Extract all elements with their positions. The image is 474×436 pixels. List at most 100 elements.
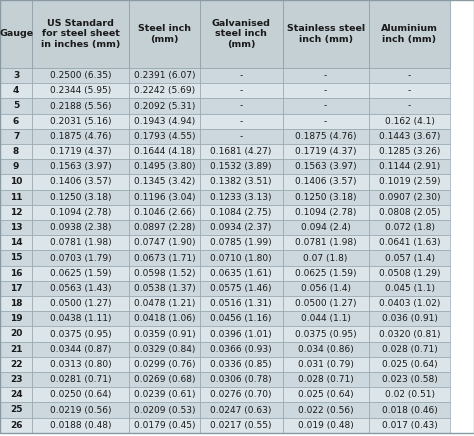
Text: 0.0299 (0.76): 0.0299 (0.76) [134,360,195,369]
Bar [0,235,32,250]
Bar [200,174,283,190]
Text: 0.1406 (3.57): 0.1406 (3.57) [295,177,356,187]
Text: 14: 14 [10,238,22,247]
Bar [200,341,283,357]
Text: 0.1345 (3.42): 0.1345 (3.42) [134,177,195,187]
Text: 0.0563 (1.43): 0.0563 (1.43) [50,284,111,293]
Text: 0.0418 (1.06): 0.0418 (1.06) [134,314,195,324]
Bar [283,387,369,402]
Bar [129,341,200,357]
Text: 0.0747 (1.90): 0.0747 (1.90) [134,238,195,247]
Bar [283,418,369,433]
Text: 24: 24 [10,390,22,399]
Text: 0.1094 (2.78): 0.1094 (2.78) [295,208,356,217]
Text: 0.1196 (3.04): 0.1196 (3.04) [134,193,195,202]
Bar [0,190,32,205]
Text: 4: 4 [13,86,19,95]
Text: 9: 9 [13,162,19,171]
Text: 0.1285 (3.26): 0.1285 (3.26) [379,147,440,156]
Bar [32,372,129,387]
Bar [200,190,283,205]
Text: 0.031 (0.79): 0.031 (0.79) [298,360,354,369]
Text: -: - [324,117,327,126]
Bar [283,0,369,68]
Text: 0.072 (1.8): 0.072 (1.8) [384,223,435,232]
Bar [369,296,450,311]
Bar [369,235,450,250]
Text: -: - [408,86,411,95]
Bar [283,68,369,83]
Bar [32,281,129,296]
Text: 0.2242 (5.69): 0.2242 (5.69) [134,86,195,95]
Text: 0.2500 (6.35): 0.2500 (6.35) [50,71,111,80]
Text: 0.2344 (5.95): 0.2344 (5.95) [50,86,111,95]
Bar [283,220,369,235]
Text: -: - [324,102,327,110]
Text: 13: 13 [10,223,22,232]
Bar [129,205,200,220]
Text: -: - [239,71,243,80]
Bar [283,341,369,357]
Text: 0.0329 (0.84): 0.0329 (0.84) [134,345,195,354]
Text: 0.094 (2.4): 0.094 (2.4) [301,223,350,232]
Bar [0,311,32,327]
Text: 0.0508 (1.29): 0.0508 (1.29) [379,269,440,278]
Bar [283,250,369,266]
Bar [32,220,129,235]
Text: 0.0344 (0.87): 0.0344 (0.87) [50,345,111,354]
Text: 0.0500 (1.27): 0.0500 (1.27) [50,299,111,308]
Bar [200,387,283,402]
Text: 0.0625 (1.59): 0.0625 (1.59) [295,269,356,278]
Text: 0.0635 (1.61): 0.0635 (1.61) [210,269,272,278]
Bar [32,0,129,68]
Text: 0.036 (0.91): 0.036 (0.91) [382,314,438,324]
Text: 0.0313 (0.80): 0.0313 (0.80) [50,360,112,369]
Text: 0.0897 (2.28): 0.0897 (2.28) [134,223,195,232]
Bar [32,68,129,83]
Bar [32,174,129,190]
Bar [369,220,450,235]
Bar [369,190,450,205]
Text: 0.044 (1.1): 0.044 (1.1) [301,314,351,324]
Bar [0,357,32,372]
Bar [32,159,129,174]
Bar [200,281,283,296]
Bar [283,159,369,174]
Text: 0.0538 (1.37): 0.0538 (1.37) [134,284,195,293]
Text: 0.1443 (3.67): 0.1443 (3.67) [379,132,440,141]
Bar [369,174,450,190]
Bar [0,372,32,387]
Bar [369,372,450,387]
Text: 0.045 (1.1): 0.045 (1.1) [384,284,435,293]
Text: 0.1250 (3.18): 0.1250 (3.18) [50,193,111,202]
Bar [283,114,369,129]
Bar [129,250,200,266]
Bar [369,83,450,99]
Text: 17: 17 [10,284,22,293]
Text: -: - [239,132,243,141]
Bar [283,174,369,190]
Bar [0,341,32,357]
Text: 11: 11 [10,193,22,202]
Text: 0.2391 (6.07): 0.2391 (6.07) [134,71,195,80]
Bar [200,296,283,311]
Text: 0.1719 (4.37): 0.1719 (4.37) [50,147,111,156]
Bar [32,357,129,372]
Bar [0,114,32,129]
Bar [32,402,129,418]
Text: 0.034 (0.86): 0.034 (0.86) [298,345,354,354]
Text: 0.2031 (5.16): 0.2031 (5.16) [50,117,111,126]
Text: 0.025 (0.64): 0.025 (0.64) [298,390,354,399]
Bar [283,357,369,372]
Bar [200,418,283,433]
Text: 0.1532 (3.89): 0.1532 (3.89) [210,162,272,171]
Bar [200,235,283,250]
Bar [369,144,450,159]
Text: 0.0276 (0.70): 0.0276 (0.70) [210,390,272,399]
Bar [129,0,200,68]
Text: 5: 5 [13,102,19,110]
Bar [200,205,283,220]
Text: 0.1406 (3.57): 0.1406 (3.57) [50,177,111,187]
Bar [0,144,32,159]
Text: 0.2092 (5.31): 0.2092 (5.31) [134,102,195,110]
